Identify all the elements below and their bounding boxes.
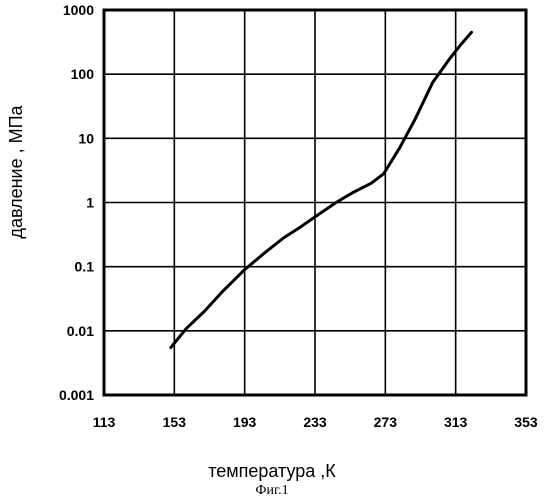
x-tick-label: 153 xyxy=(163,414,187,430)
x-tick-label: 113 xyxy=(93,414,116,430)
y-tick-label: 10 xyxy=(78,130,94,146)
y-tick-label: 100 xyxy=(71,66,95,82)
x-axis-label: температура ,К xyxy=(208,461,336,481)
series-group xyxy=(169,30,473,349)
x-tick-labels: 113 153 193 233 273 313 353 xyxy=(93,414,538,430)
y-axis-label: давление , МПа xyxy=(6,104,26,238)
x-tick-label: 233 xyxy=(303,414,327,430)
y-tick-labels: 0.001 0.01 0.1 1 10 100 1000 xyxy=(59,2,94,403)
y-tick-label: 0.001 xyxy=(59,387,94,403)
y-tick-label: 0.1 xyxy=(75,259,95,275)
figure-caption: Фиг.1 xyxy=(255,483,288,498)
y-tick-label: 1000 xyxy=(63,2,94,18)
x-tick-label: 313 xyxy=(444,414,468,430)
x-tick-label: 273 xyxy=(374,414,398,430)
series-line xyxy=(169,30,473,349)
plot-frame xyxy=(102,8,528,397)
x-tick-label: 193 xyxy=(233,414,257,430)
y-tick-label: 0.01 xyxy=(67,323,94,339)
x-tick-label: 353 xyxy=(514,414,538,430)
y-tick-label: 1 xyxy=(86,195,94,211)
